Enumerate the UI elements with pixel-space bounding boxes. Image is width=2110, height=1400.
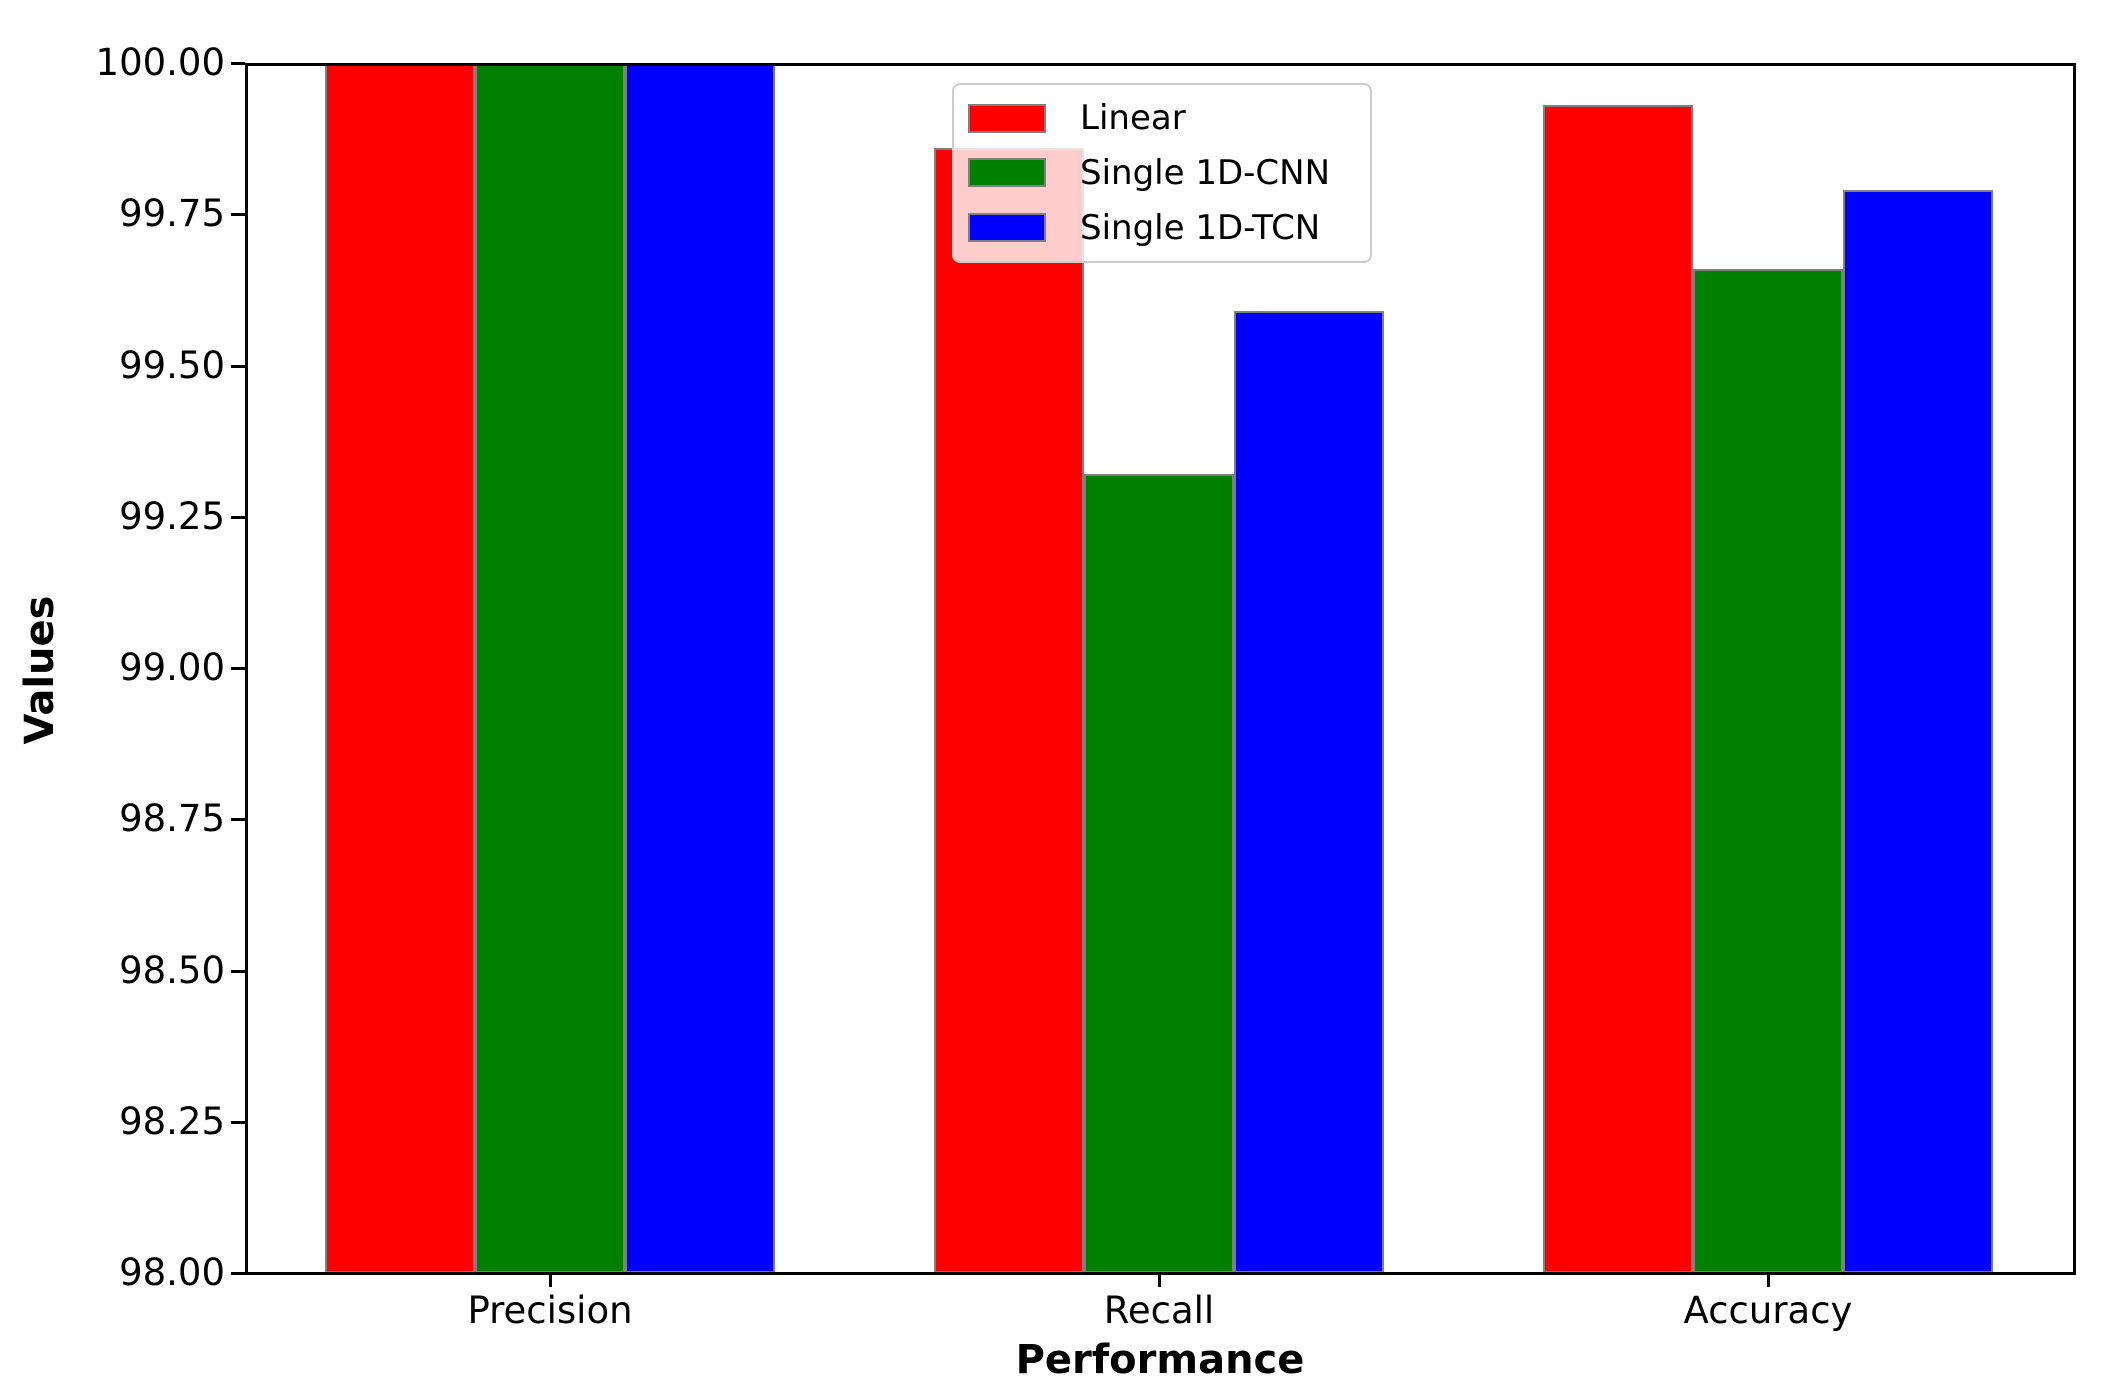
y-tick	[231, 1121, 245, 1124]
legend: Linear Single 1D-CNN Single 1D-TCN	[952, 83, 1372, 263]
legend-item-linear: Linear	[954, 97, 1370, 139]
legend-label: Linear	[1080, 98, 1186, 139]
y-tick-label: 99.00	[119, 646, 225, 689]
legend-label: Single 1D-TCN	[1080, 207, 1321, 248]
bar-recall-single-1d-tcn	[1234, 311, 1384, 1273]
x-tick-label-accuracy: Accuracy	[1683, 1289, 1853, 1332]
y-tick-label: 98.50	[119, 949, 225, 992]
spine-right	[2073, 63, 2076, 1275]
y-tick-label: 98.00	[119, 1251, 225, 1294]
bar-precision-single-1d-cnn	[475, 63, 625, 1273]
y-tick	[231, 970, 245, 973]
x-tick-label-precision: Precision	[467, 1289, 633, 1332]
bar-precision-single-1d-tcn	[625, 63, 775, 1273]
x-tick	[1158, 1273, 1161, 1287]
bar-accuracy-linear	[1543, 105, 1693, 1273]
legend-item-single-1d-tcn: Single 1D-TCN	[954, 207, 1370, 249]
x-tick-label-recall: Recall	[1103, 1289, 1215, 1332]
bar-recall-single-1d-cnn	[1084, 474, 1234, 1273]
legend-swatch-single-1d-tcn	[968, 213, 1046, 243]
x-tick	[549, 1273, 552, 1287]
y-tick-label: 99.25	[119, 495, 225, 538]
legend-label: Single 1D-CNN	[1080, 152, 1331, 193]
y-tick	[231, 1272, 245, 1275]
y-tick	[231, 213, 245, 216]
bar-accuracy-single-1d-cnn	[1693, 269, 1843, 1273]
y-tick-label: 98.75	[119, 797, 225, 840]
x-tick	[1767, 1273, 1770, 1287]
x-axis-label: Performance	[1015, 1337, 1305, 1383]
spine-top	[245, 63, 2076, 66]
y-tick	[231, 667, 245, 670]
y-tick	[231, 516, 245, 519]
y-tick	[231, 62, 245, 65]
y-tick-label: 99.75	[119, 192, 225, 235]
y-tick	[231, 365, 245, 368]
y-tick-label: 100.00	[95, 41, 225, 84]
legend-swatch-linear	[968, 103, 1046, 133]
y-axis-label: Values	[17, 595, 63, 745]
bar-recall-linear	[934, 148, 1084, 1273]
spine-left	[245, 63, 248, 1275]
legend-swatch-single-1d-cnn	[968, 158, 1046, 188]
bar-precision-linear	[325, 63, 475, 1273]
y-tick-label: 99.50	[119, 344, 225, 387]
y-tick	[231, 818, 245, 821]
y-tick-label: 98.25	[119, 1100, 225, 1143]
bar-accuracy-single-1d-tcn	[1843, 190, 1993, 1273]
legend-item-single-1d-cnn: Single 1D-CNN	[954, 152, 1370, 194]
